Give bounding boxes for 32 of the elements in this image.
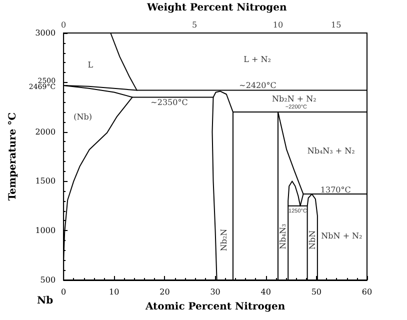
- annotation: L: [88, 60, 94, 70]
- x-tick-label: 40: [260, 288, 271, 296]
- annotation: NbN + N₂: [321, 232, 362, 241]
- annotation: 1370°C: [320, 186, 351, 195]
- annotation: ~2350°C: [150, 98, 188, 108]
- text: 0: [61, 20, 66, 30]
- annotation: Nb₄N₃ + N₂: [307, 146, 355, 156]
- x-tick-label: 20: [160, 288, 170, 296]
- annotation: Nb₂N: [219, 228, 228, 252]
- x-tick-label: 60: [362, 288, 372, 296]
- y-tick-label: 3000: [35, 28, 56, 38]
- y-tick-label: 1000: [35, 226, 56, 236]
- y-tick-label: 2000: [35, 127, 56, 136]
- annotation: (Nb): [74, 112, 92, 122]
- text: Nb: [37, 296, 54, 306]
- annotation: NbN: [308, 230, 317, 250]
- x-tick-label: 50: [311, 288, 322, 296]
- annotation: ~2420°C: [239, 80, 276, 90]
- y-tick-label: 1500: [35, 176, 56, 186]
- x-tick-label: 30: [210, 288, 220, 296]
- x-tick-label: 10: [109, 288, 120, 296]
- text: Weight Percent Nitrogen: [146, 2, 288, 14]
- text: 10: [272, 20, 284, 30]
- x-tick-label: 0: [61, 288, 66, 296]
- y-axis-title: Temperature °C: [8, 112, 18, 201]
- text: 5: [192, 20, 198, 30]
- x-axis-title: Atomic Percent Nitrogen: [144, 302, 286, 312]
- y-tick-label: 500: [40, 276, 56, 284]
- annotation: L + N₂: [244, 55, 271, 64]
- annotation: Nb₄N₃: [278, 224, 288, 250]
- annotation: Nb₂N + N₂: [272, 94, 316, 104]
- text: 15: [331, 20, 342, 30]
